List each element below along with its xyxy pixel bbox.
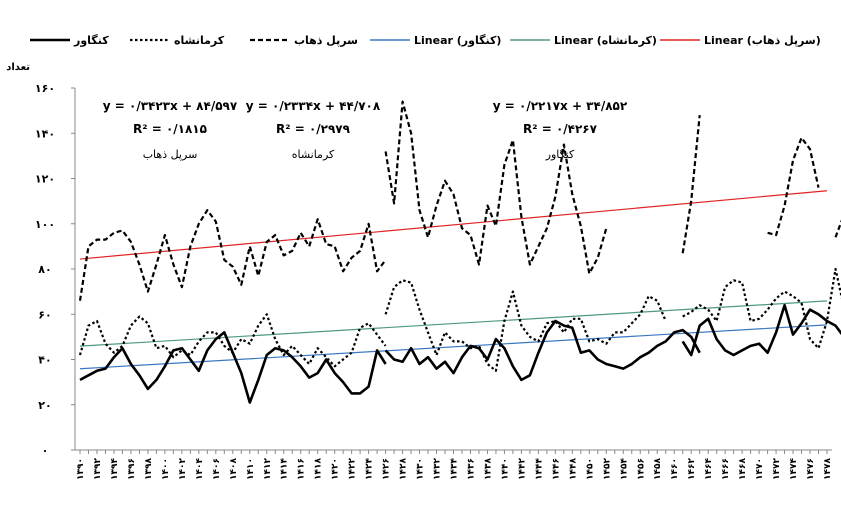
legend-label: کنگاور	[73, 34, 109, 47]
x-tick-label: ۱۴۶۰	[670, 458, 680, 480]
x-tick-label: ۱۳۹۸	[144, 458, 154, 480]
x-tick-label: ۱۴۰۶	[212, 458, 222, 480]
x-tick-label: ۱۴۴۸	[568, 458, 578, 480]
x-tick-label: ۱۴۴۰	[500, 458, 510, 480]
trendline-r2: R² = ۰/۱۸۱۵	[133, 122, 207, 136]
y-tick-label: ۶۰	[38, 308, 51, 321]
x-tick-label: ۱۴۰۰	[161, 458, 171, 480]
x-tick-label: ۱۳۹۶	[127, 458, 137, 480]
x-tick-label: ۱۴۴۶	[551, 458, 561, 480]
x-tick-label: ۱۴۴۴	[534, 458, 544, 480]
x-tick-label: ۱۴۲۴	[365, 458, 375, 480]
x-tick-label: ۱۴۷۴	[789, 458, 799, 480]
legend-label: سرپل ذهاب	[294, 34, 358, 47]
trendline-equation: y = ۰/۲۳۳۴x + ۴۴/۷۰۸	[246, 99, 381, 113]
x-tick-label: ۱۴۱۸	[314, 458, 324, 480]
legend-label: کرمانشاه	[174, 34, 225, 47]
legend-label: Linear (کرمانشاه)	[554, 34, 657, 47]
trendline-r2: R² = ۰/۴۲۶۷	[523, 122, 598, 136]
x-tick-label: ۱۴۱۴	[280, 458, 290, 480]
series-line-کنگاور	[384, 319, 701, 382]
x-tick-label: ۱۴۲۶	[382, 458, 392, 480]
x-tick-label: ۱۴۲۲	[348, 458, 358, 480]
x-tick-label: ۱۴۰۴	[195, 458, 205, 480]
x-tick-label: ۱۴۶۴	[704, 458, 714, 480]
x-tick-label: ۱۴۷۶	[806, 458, 816, 480]
y-axis-title: تعداد	[6, 62, 30, 73]
x-tick-label: ۱۴۵۴	[619, 458, 629, 480]
trendline-equation: y = ۰/۳۴۲۳x + ۸۴/۵۹۷	[103, 99, 238, 113]
legend-label: Linear (سرپل ذهاب)	[704, 34, 821, 47]
x-tick-label: ۱۴۱۰	[246, 458, 256, 480]
x-tick-label: ۱۴۷۸	[823, 458, 833, 480]
trendline-annotations: y = ۰/۳۴۲۳x + ۸۴/۵۹۷ R² = ۰/۱۸۱۵ سرپل ذهاب…	[103, 99, 628, 161]
x-tick-label: ۱۳۹۴	[110, 458, 120, 480]
trendline-label: سرپل ذهاب	[143, 148, 198, 161]
series-line-سرپل ذهاب	[78, 209, 387, 301]
x-tick-label: ۱۴۵۸	[653, 458, 663, 480]
series-line-سرپل ذهاب	[681, 114, 841, 254]
trendline-0	[79, 324, 828, 370]
trendline-1	[79, 300, 828, 347]
series-line-کرمانشاه	[682, 267, 841, 350]
x-tick-label: ۱۴۳۶	[466, 458, 476, 480]
series-line-کرمانشاه	[78, 313, 387, 368]
x-tick-label: ۱۴۶۶	[721, 458, 731, 480]
x-tick-label: ۱۴۳۰	[416, 458, 426, 480]
series-line-سرپل ذهاب	[384, 100, 608, 275]
x-tick-label: ۱۴۱۲	[263, 458, 273, 480]
x-tick-label: ۱۴۷۰	[755, 458, 765, 480]
x-tick-label: ۱۴۶۸	[738, 458, 748, 480]
x-tick-label: ۱۴۷۲	[772, 458, 782, 480]
x-tick-label: ۱۴۴۲	[517, 458, 527, 480]
y-tick-label: ۰	[42, 444, 49, 457]
trendline-label: کنگاور	[545, 148, 575, 161]
y-tick-label: ۱۰۰	[35, 218, 55, 231]
series-line-کنگاور	[681, 303, 841, 357]
x-tick-label: ۱۴۵۲	[602, 458, 612, 480]
x-tick-label: ۱۴۰۸	[229, 458, 239, 480]
x-tick-label: ۱۴۵۰	[585, 458, 595, 480]
x-tick-label: ۱۴۳۲	[433, 458, 443, 480]
x-tick-label: ۱۳۹۰	[76, 458, 86, 480]
x-tick-label: ۱۴۱۶	[297, 458, 307, 480]
x-tick-label: ۱۴۲۸	[399, 458, 409, 480]
trendline-label: کرمانشاه	[292, 148, 335, 161]
y-tick-label: ۴۰	[38, 354, 51, 367]
y-tick-label: ۸۰	[38, 263, 51, 276]
y-tick-label: ۱۴۰	[35, 127, 55, 140]
trendline-2	[79, 190, 828, 260]
trendline-equation: y = ۰/۲۲۱۷x + ۳۴/۸۵۲	[493, 99, 628, 113]
x-tick-label: ۱۴۲۰	[331, 458, 341, 480]
trendline-r2: R² = ۰/۲۹۷۹	[276, 122, 351, 136]
x-tick-label: ۱۴۵۶	[636, 458, 646, 480]
legend: کنگاور کرمانشاه سرپل ذهاب Linear (کنگاور) Li…	[30, 34, 821, 47]
y-tick-label: ۲۰	[38, 399, 51, 412]
x-tick-label: ۱۴۶۲	[687, 458, 697, 480]
series-lines	[78, 100, 841, 404]
y-tick-label: ۱۲۰	[35, 173, 55, 186]
y-tick-label: ۱۶۰	[35, 82, 55, 95]
legend-label: Linear (کنگاور)	[414, 34, 501, 47]
x-axis-tick-labels: ۱۳۹۰ ۱۳۹۲ ۱۳۹۴ ۱۳۹۶ ۱۳۹۸ ۱۴۰۰ ۱۴۰۲ ۱۴۰۴ ۱۴۰۶ ۱۴۰۸…	[76, 450, 833, 480]
x-tick-label: ۱۳۹۲	[93, 458, 103, 480]
x-tick-label: ۱۴۳۴	[450, 458, 460, 480]
x-tick-label: ۱۴۳۸	[483, 458, 493, 480]
x-tick-label: ۱۴۰۲	[178, 458, 188, 480]
